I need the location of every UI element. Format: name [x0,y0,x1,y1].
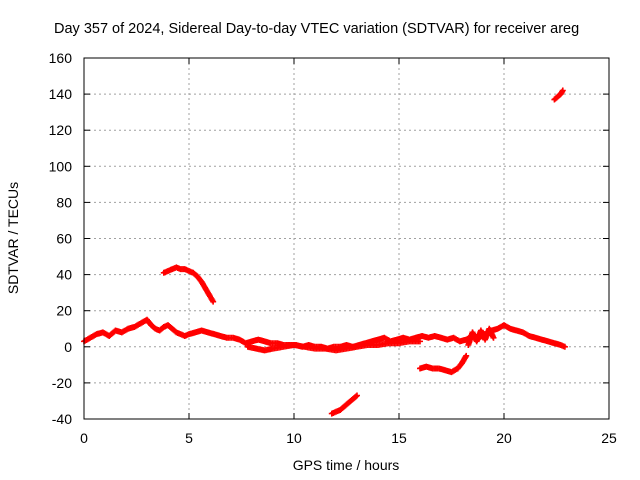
y-tick-label: 140 [49,86,73,102]
series-4 [417,352,470,376]
x-tick-label: 20 [496,430,512,446]
y-tick-label: 100 [49,158,73,174]
y-tick-label: 0 [64,339,72,355]
data-point [352,393,359,400]
series-6 [551,87,566,103]
x-tick-label: 0 [80,430,88,446]
y-tick-label: 80 [56,194,72,210]
series-3 [328,392,360,417]
data-point [417,338,423,345]
data-points [81,87,568,417]
x-tick-label: 25 [601,430,617,446]
y-tick-label: 40 [56,267,72,283]
axis-tick-labels: 0 5 10 15 20 25 -40 -20 0 20 40 60 80 100 120 140 160 [49,50,617,446]
y-tick-label: 160 [49,50,73,66]
y-tick-label: 120 [49,122,73,138]
series-1 [244,338,423,354]
data-point [463,352,470,359]
data-point [561,343,568,350]
y-tick-label: 20 [56,303,72,319]
series-5 [465,325,497,348]
data-point [559,87,566,94]
y-tick-label: -40 [52,411,72,427]
x-tick-label: 5 [185,430,193,446]
data-point [490,334,497,341]
x-tick-label: 15 [391,430,407,446]
chart-title: Day 357 of 2024, Sidereal Day-to-day VTE… [54,21,579,37]
y-tick-label: 60 [56,231,72,247]
y-tick-label: -20 [52,375,72,391]
data-point [354,392,360,399]
series-2 [160,264,217,305]
grid [84,58,609,419]
y-axis-label: SDTVAR / TECUs [5,182,21,294]
data-point [210,298,217,305]
x-tick-label: 10 [286,430,302,446]
x-axis-label: GPS time / hours [293,457,400,473]
plot-frame [83,57,610,420]
